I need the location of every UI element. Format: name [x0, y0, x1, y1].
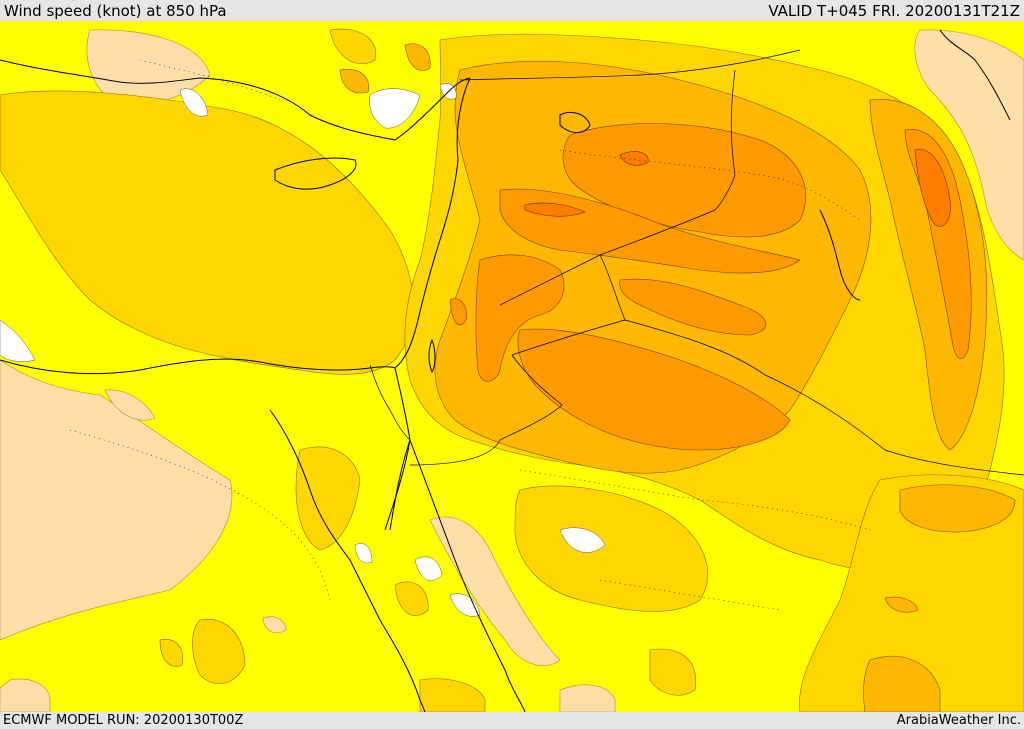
dotted-isolines [69, 59, 871, 611]
model-run-label: ECMWF MODEL RUN: 20200130T00Z [3, 713, 244, 728]
header-bar: Wind speed (knot) at 850 hPa VALID T+045… [0, 0, 1024, 21]
wind-speed-map [0, 21, 1024, 712]
valid-time: VALID T+045 FRI. 20200131T21Z [768, 1, 1020, 20]
no-data-patches [0, 83, 606, 617]
wind-band-30-35 [524, 148, 951, 227]
footer-bar: ECMWF MODEL RUN: 20200130T00Z ArabiaWeat… [0, 712, 1024, 729]
weak-wind-areas [0, 29, 1024, 712]
coastlines [0, 29, 1011, 712]
country-borders [369, 49, 1024, 476]
map-title: Wind speed (knot) at 850 hPa [4, 1, 227, 20]
credit-label: ArabiaWeather Inc. [896, 713, 1021, 728]
